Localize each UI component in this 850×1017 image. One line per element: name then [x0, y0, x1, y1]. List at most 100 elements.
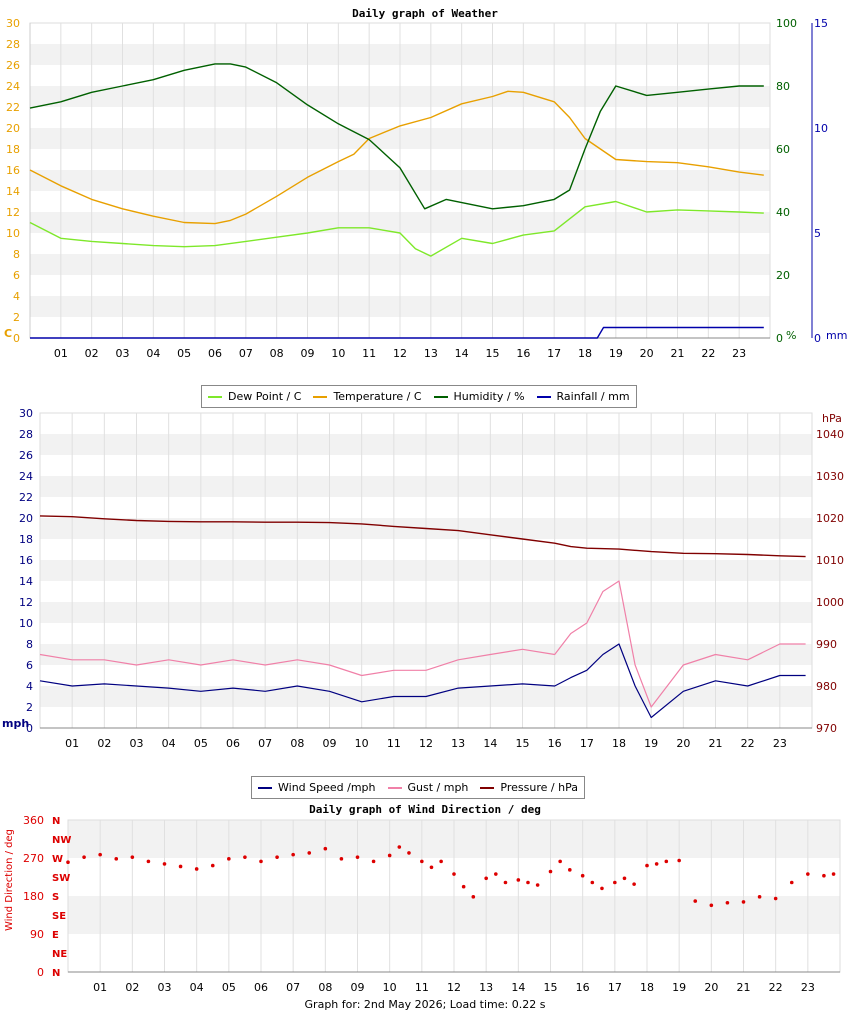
hour-tick-label: 09	[323, 737, 337, 750]
wind-direction-point	[484, 876, 488, 881]
compass-label: NE	[52, 949, 67, 960]
direction-tick-label: 90	[30, 928, 44, 941]
legend-swatch	[433, 395, 448, 398]
wind-direction-point	[773, 896, 778, 901]
hour-tick-label: 07	[286, 981, 300, 994]
humidity-tick-label: 80	[776, 80, 790, 93]
wind-direction-point	[516, 878, 521, 882]
pressure-tick-label: 970	[816, 722, 837, 735]
pressure-tick-label: 1040	[816, 428, 844, 441]
temperature-tick-label: 10	[6, 227, 20, 240]
wind-direction-point	[494, 872, 498, 876]
wind-direction-point	[613, 880, 617, 885]
wind-direction-point	[693, 899, 698, 903]
wind-direction-point	[98, 852, 102, 857]
hour-tick-label: 16	[548, 737, 562, 750]
wind-speed-line	[39, 643, 806, 719]
rainfall-line	[30, 326, 764, 339]
wind-direction-point	[632, 882, 636, 886]
wind-direction-point	[275, 855, 279, 859]
humidity-axis-unit: %	[786, 329, 796, 342]
humidity-tick-label: 60	[776, 143, 790, 156]
hour-tick-label: 09	[351, 981, 365, 994]
wind-direction-point	[741, 900, 746, 904]
compass-label: W	[52, 854, 63, 865]
hour-tick-label: 03	[116, 347, 130, 360]
speed-tick-label: 12	[19, 596, 33, 609]
temperature-tick-label: 28	[6, 38, 20, 51]
wind-direction-point	[339, 857, 344, 861]
hour-tick-label: 11	[415, 981, 429, 994]
pressure-line	[39, 515, 806, 558]
pressure-tick-label: 980	[816, 680, 837, 693]
pressure-tick-label: 1010	[816, 554, 844, 567]
hour-tick-label: 19	[672, 981, 686, 994]
speed-tick-label: 22	[19, 491, 33, 504]
wind-direction-point	[162, 862, 167, 866]
wind-direction-point	[568, 868, 572, 872]
wind-direction-point	[580, 873, 585, 878]
legend-item: Gust / mph	[387, 781, 468, 794]
wind-direction-point	[471, 895, 476, 899]
legend-label: Temperature / C	[333, 390, 422, 403]
legend-item: Temperature / C	[313, 390, 422, 403]
legend-swatch	[387, 786, 402, 789]
rainfall-tick-label: 10	[814, 122, 828, 135]
wind-direction-point	[323, 846, 328, 851]
legend-label: Dew Point / C	[228, 390, 302, 403]
hour-tick-label: 23	[773, 737, 787, 750]
temperature-tick-label: 16	[6, 164, 20, 177]
hour-tick-label: 05	[177, 347, 191, 360]
speed-tick-label: 18	[19, 533, 33, 546]
hour-tick-label: 10	[383, 981, 397, 994]
hour-tick-label: 15	[516, 737, 530, 750]
hour-tick-label: 21	[709, 737, 723, 750]
temperature-tick-label: 8	[13, 248, 20, 261]
hour-tick-label: 13	[424, 347, 438, 360]
wind-direction-point	[114, 857, 119, 861]
hour-tick-label: 13	[479, 981, 493, 994]
temperature-tick-label: 20	[6, 122, 20, 135]
wind-direction-point	[387, 853, 392, 858]
hour-tick-label: 02	[97, 737, 111, 750]
hour-tick-label: 08	[270, 347, 284, 360]
temperature-tick-label: 12	[6, 206, 20, 219]
pressure-axis-unit: hPa	[822, 412, 842, 425]
wind-direction-point	[82, 855, 86, 859]
speed-tick-label: 14	[19, 575, 33, 588]
direction-tick-label: 270	[23, 852, 44, 865]
hour-tick-label: 06	[226, 737, 240, 750]
legend-item: Rainfall / mm	[536, 390, 630, 403]
rainfall-tick-label: 15	[814, 17, 828, 30]
hour-tick-label: 07	[239, 347, 253, 360]
hour-tick-label: 16	[576, 981, 590, 994]
direction-tick-label: 180	[23, 890, 44, 903]
hour-tick-label: 20	[640, 347, 654, 360]
compass-label: SE	[52, 911, 66, 922]
legend-swatch	[208, 395, 222, 398]
speed-tick-label: 6	[26, 659, 33, 672]
hour-tick-label: 07	[258, 737, 272, 750]
hour-tick-label: 08	[318, 981, 332, 994]
wind-direction-point	[664, 859, 669, 864]
compass-label: NW	[52, 835, 71, 846]
speed-tick-label: 24	[19, 470, 33, 483]
temperature-tick-label: 4	[13, 290, 20, 303]
temperature-tick-label: 0	[13, 332, 20, 345]
humidity-tick-label: 0	[776, 332, 783, 345]
pressure-tick-label: 1020	[816, 512, 844, 525]
hour-tick-label: 19	[609, 347, 623, 360]
hour-tick-label: 12	[419, 737, 433, 750]
compass-label: SW	[52, 873, 70, 884]
wind-direction-point	[789, 880, 794, 885]
hour-tick-label: 15	[544, 981, 558, 994]
hour-tick-label: 10	[331, 347, 345, 360]
hour-tick-label: 17	[608, 981, 622, 994]
wind-direction-point	[548, 869, 553, 874]
direction-tick-label: 0	[37, 966, 44, 979]
hour-tick-label: 03	[130, 737, 144, 750]
temperature-line	[29, 90, 764, 225]
wind-direction-point	[709, 903, 714, 908]
wind-direction-point	[645, 863, 649, 868]
